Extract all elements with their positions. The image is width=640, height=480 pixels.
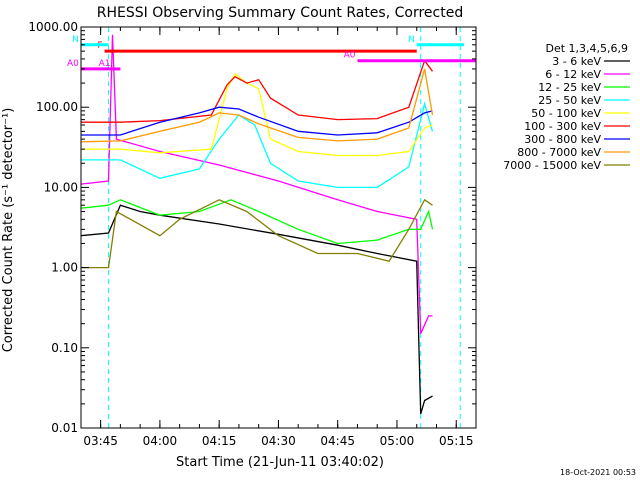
legend-entry-label: 800 - 7000 keV	[517, 146, 601, 159]
series-line	[80, 59, 434, 123]
flag-label: N	[72, 35, 79, 45]
x-axis-label: Start Time (21-Jun-11 03:40:02)	[176, 455, 384, 470]
legend-title: Det 1,3,4,5,6,9	[545, 42, 628, 55]
series-line	[80, 204, 433, 415]
y-tick-label: 0.01	[51, 421, 78, 435]
legend-entry-label: 25 - 50 keV	[538, 94, 601, 107]
y-tick-label: 1.00	[51, 261, 78, 275]
series-line	[80, 106, 433, 136]
legend-entry-label: 7000 - 15000 keV	[503, 159, 601, 172]
legend-entry-label: 100 - 300 keV	[524, 120, 601, 133]
y-axis-label: Corrected Count Rate (s⁻¹ detector⁻¹)	[1, 108, 16, 353]
flag-label: A1	[99, 59, 111, 69]
series-line	[80, 198, 433, 269]
y-tick-label: 10.00	[44, 180, 78, 194]
legend-entry-label: 300 - 800 keV	[524, 133, 601, 146]
flag-label: N	[408, 35, 415, 45]
series-line	[80, 199, 434, 245]
series-line	[80, 34, 433, 334]
flag-label: A0	[67, 59, 79, 69]
x-tick-label: 04:30	[261, 434, 296, 448]
x-tick-label: 04:45	[320, 434, 355, 448]
y-tick-label: 100.00	[36, 100, 78, 114]
y-tick-label: 0.10	[51, 341, 78, 355]
series-line	[80, 101, 434, 189]
x-tick-label: 04:15	[202, 434, 237, 448]
y-tick-label: 1000.00	[28, 20, 78, 34]
x-tick-label: 03:45	[83, 434, 118, 448]
legend-entry-label: 12 - 25 keV	[538, 81, 601, 94]
plot-area: FA0A0A1NN	[67, 27, 476, 428]
flag-label: A0	[344, 51, 356, 61]
chart-title: RHESSI Observing Summary Count Rates, Co…	[97, 5, 463, 21]
x-tick-label: 04:00	[143, 434, 178, 448]
x-tick-label: 05:00	[380, 434, 415, 448]
footer-timestamp: 18-Oct-2021 00:53	[560, 468, 636, 477]
series-line	[80, 72, 433, 157]
axes: 0.01 0.10 1.00 10.00 100.00 1000.00 03:45 04:00…	[28, 20, 477, 448]
series-line	[80, 68, 434, 143]
x-tick-label: 05:15	[439, 434, 474, 448]
legend-entry-label: 3 - 6 keV	[552, 55, 601, 68]
legend-entry-label: 6 - 12 keV	[545, 68, 601, 81]
legend-entry-label: 50 - 100 keV	[531, 107, 601, 120]
